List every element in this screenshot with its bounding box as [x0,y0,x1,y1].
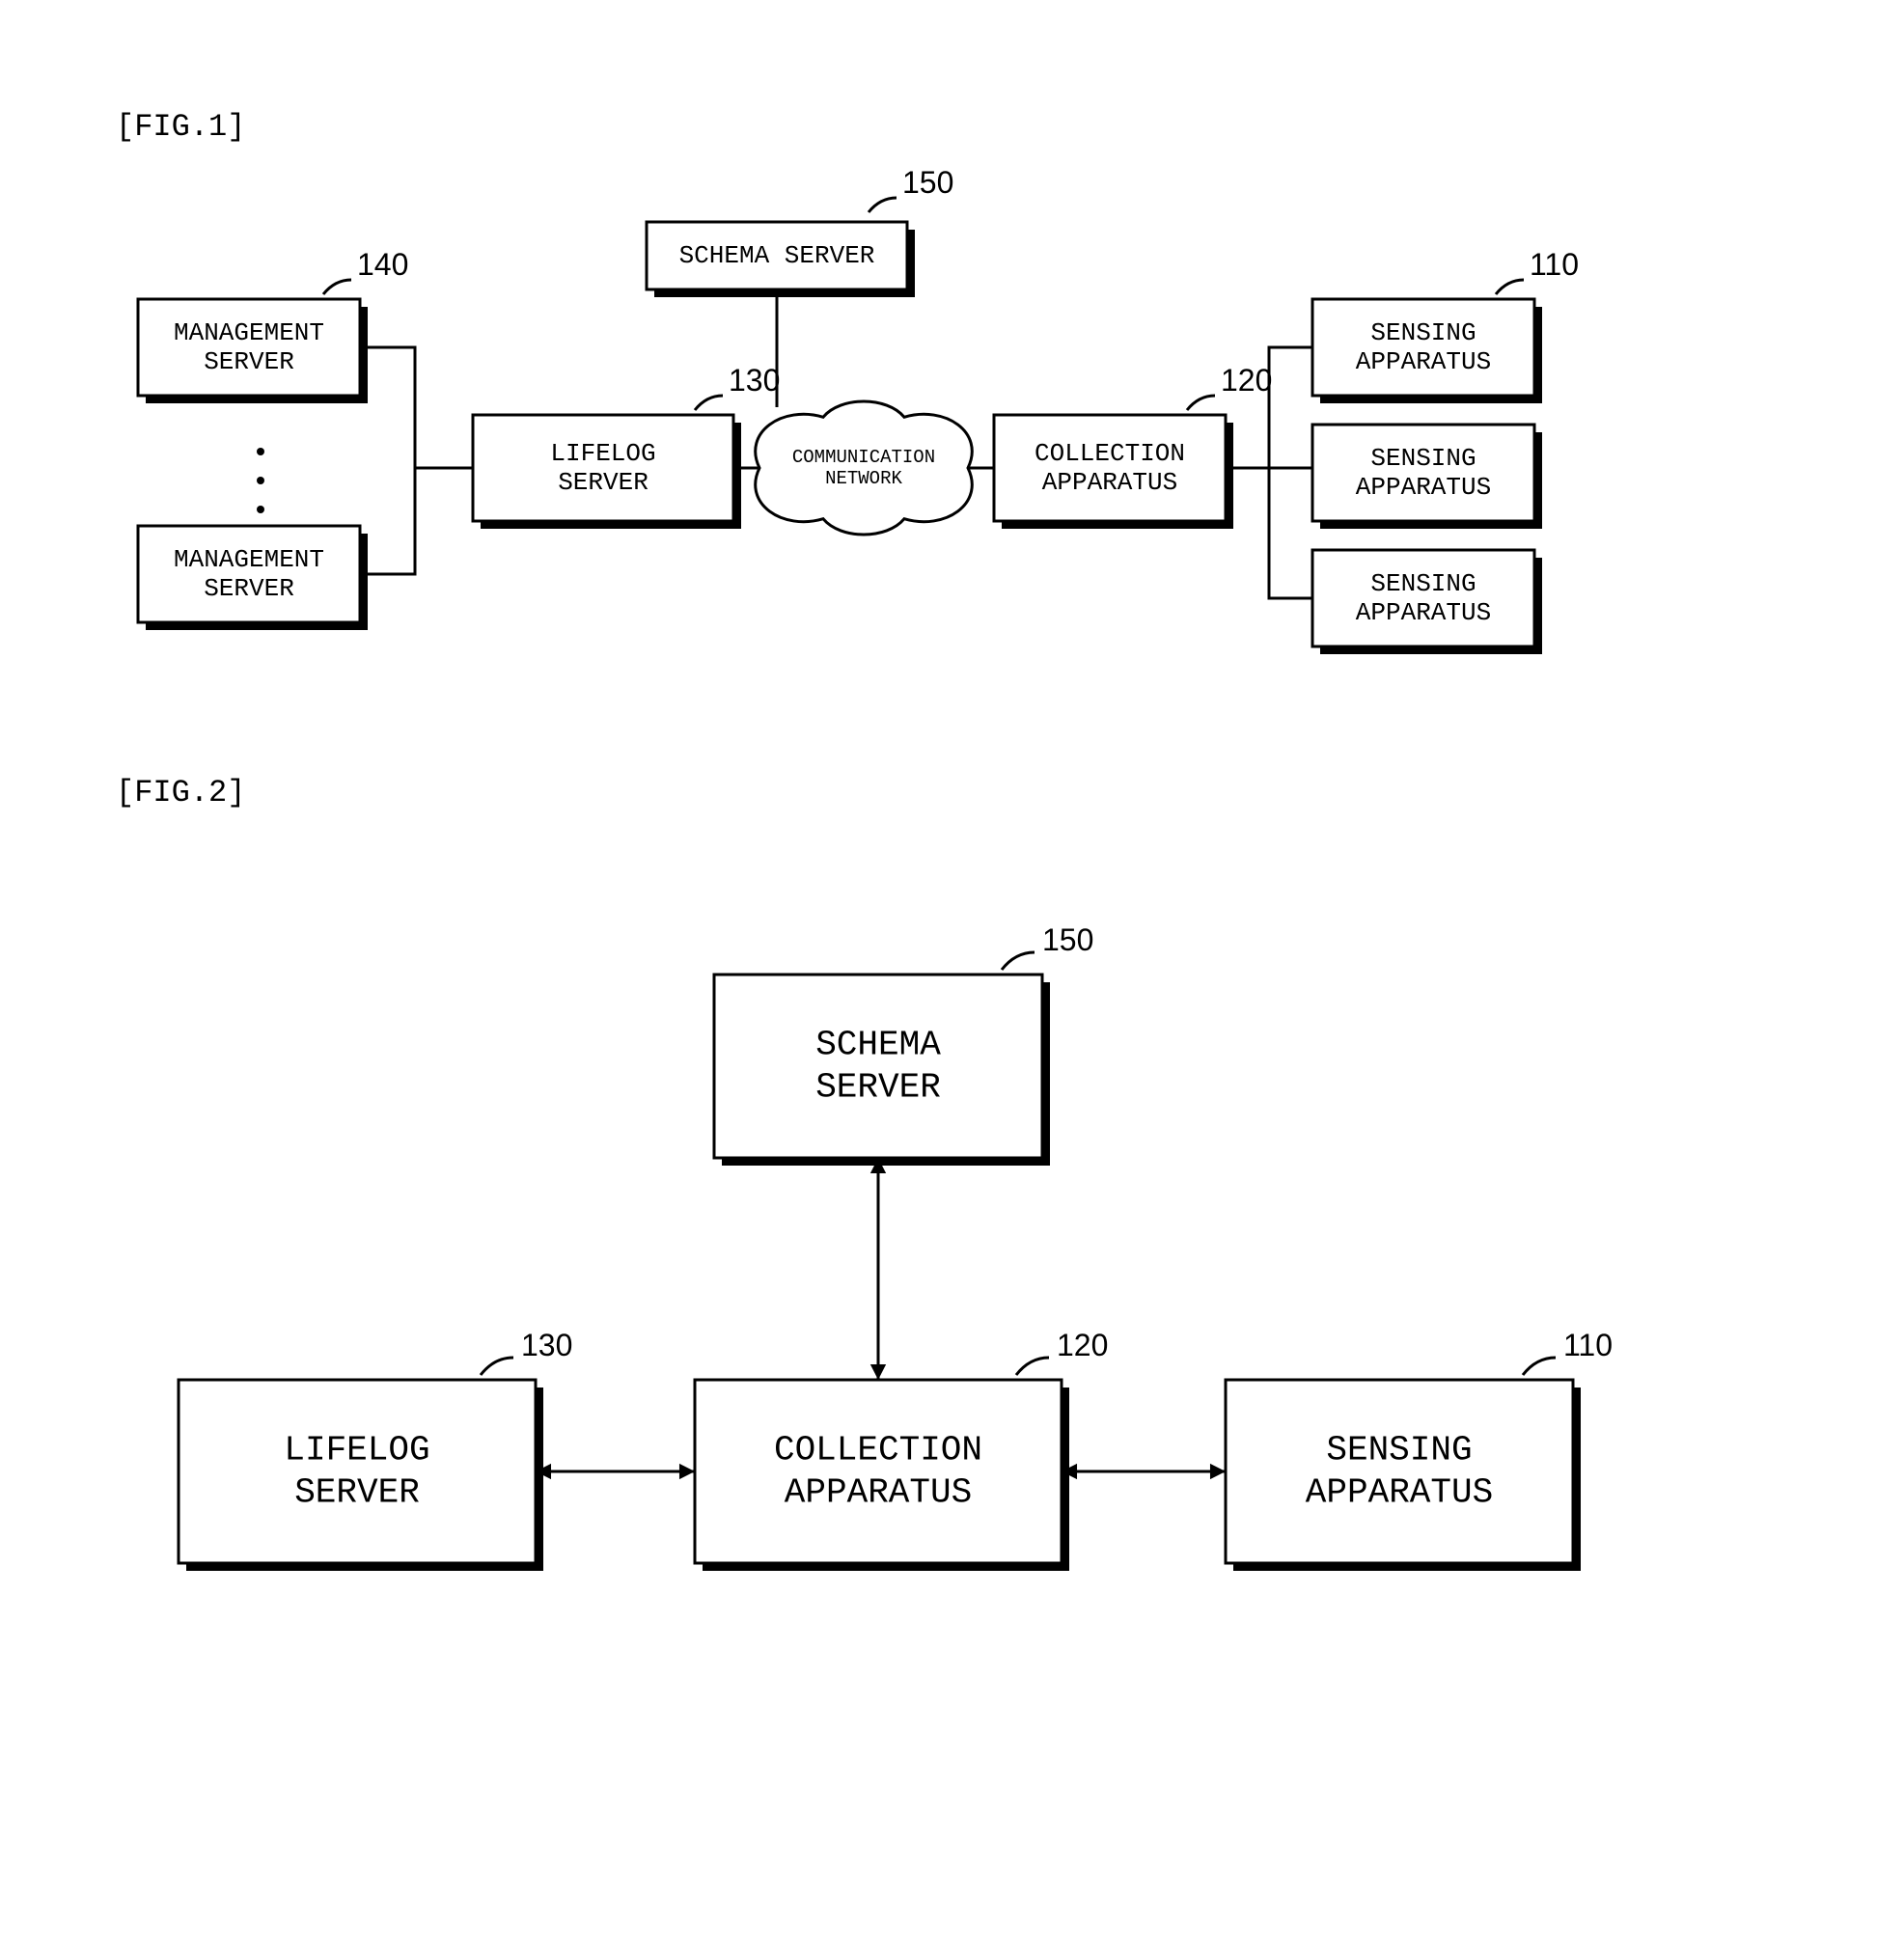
svg-text:MANAGEMENT: MANAGEMENT [174,545,324,574]
svg-text:SERVER: SERVER [204,574,294,603]
figure-label: [FIG.2] [116,775,245,811]
svg-text:MANAGEMENT: MANAGEMENT [174,318,324,347]
svg-text:LIFELOG: LIFELOG [284,1431,429,1470]
svg-text:SCHEMA: SCHEMA [815,1026,941,1065]
svg-text:APPARATUS: APPARATUS [1306,1473,1493,1513]
svg-text:120: 120 [1057,1328,1108,1362]
svg-text:APPARATUS: APPARATUS [1356,598,1491,627]
svg-text:LIFELOG: LIFELOG [550,439,655,468]
svg-text:COMMUNICATION: COMMUNICATION [792,447,935,468]
svg-text:140: 140 [357,247,408,282]
svg-text:SCHEMA SERVER: SCHEMA SERVER [679,241,875,270]
svg-text:APPARATUS: APPARATUS [1356,347,1491,376]
svg-text:SERVER: SERVER [558,468,648,497]
svg-text:COLLECTION: COLLECTION [774,1431,982,1470]
ellipsis-dot [257,448,264,455]
ellipsis-dot [257,506,264,513]
svg-text:150: 150 [1042,922,1093,957]
svg-text:NETWORK: NETWORK [825,468,902,489]
svg-text:SENSING: SENSING [1370,444,1476,473]
figure-label: [FIG.1] [116,109,245,145]
svg-text:SENSING: SENSING [1370,569,1476,598]
svg-text:COLLECTION: COLLECTION [1035,439,1185,468]
svg-text:130: 130 [729,363,780,398]
svg-text:110: 110 [1530,247,1579,282]
svg-text:SENSING: SENSING [1370,318,1476,347]
svg-text:110: 110 [1563,1328,1613,1362]
svg-text:SERVER: SERVER [204,347,294,376]
svg-text:130: 130 [521,1328,572,1362]
svg-text:SERVER: SERVER [294,1473,420,1513]
svg-text:SENSING: SENSING [1326,1431,1472,1470]
svg-text:APPARATUS: APPARATUS [785,1473,972,1513]
ellipsis-dot [257,477,264,484]
svg-text:120: 120 [1221,363,1272,398]
svg-text:APPARATUS: APPARATUS [1042,468,1177,497]
svg-text:150: 150 [902,165,953,200]
svg-text:APPARATUS: APPARATUS [1356,473,1491,502]
svg-text:SERVER: SERVER [815,1068,941,1108]
